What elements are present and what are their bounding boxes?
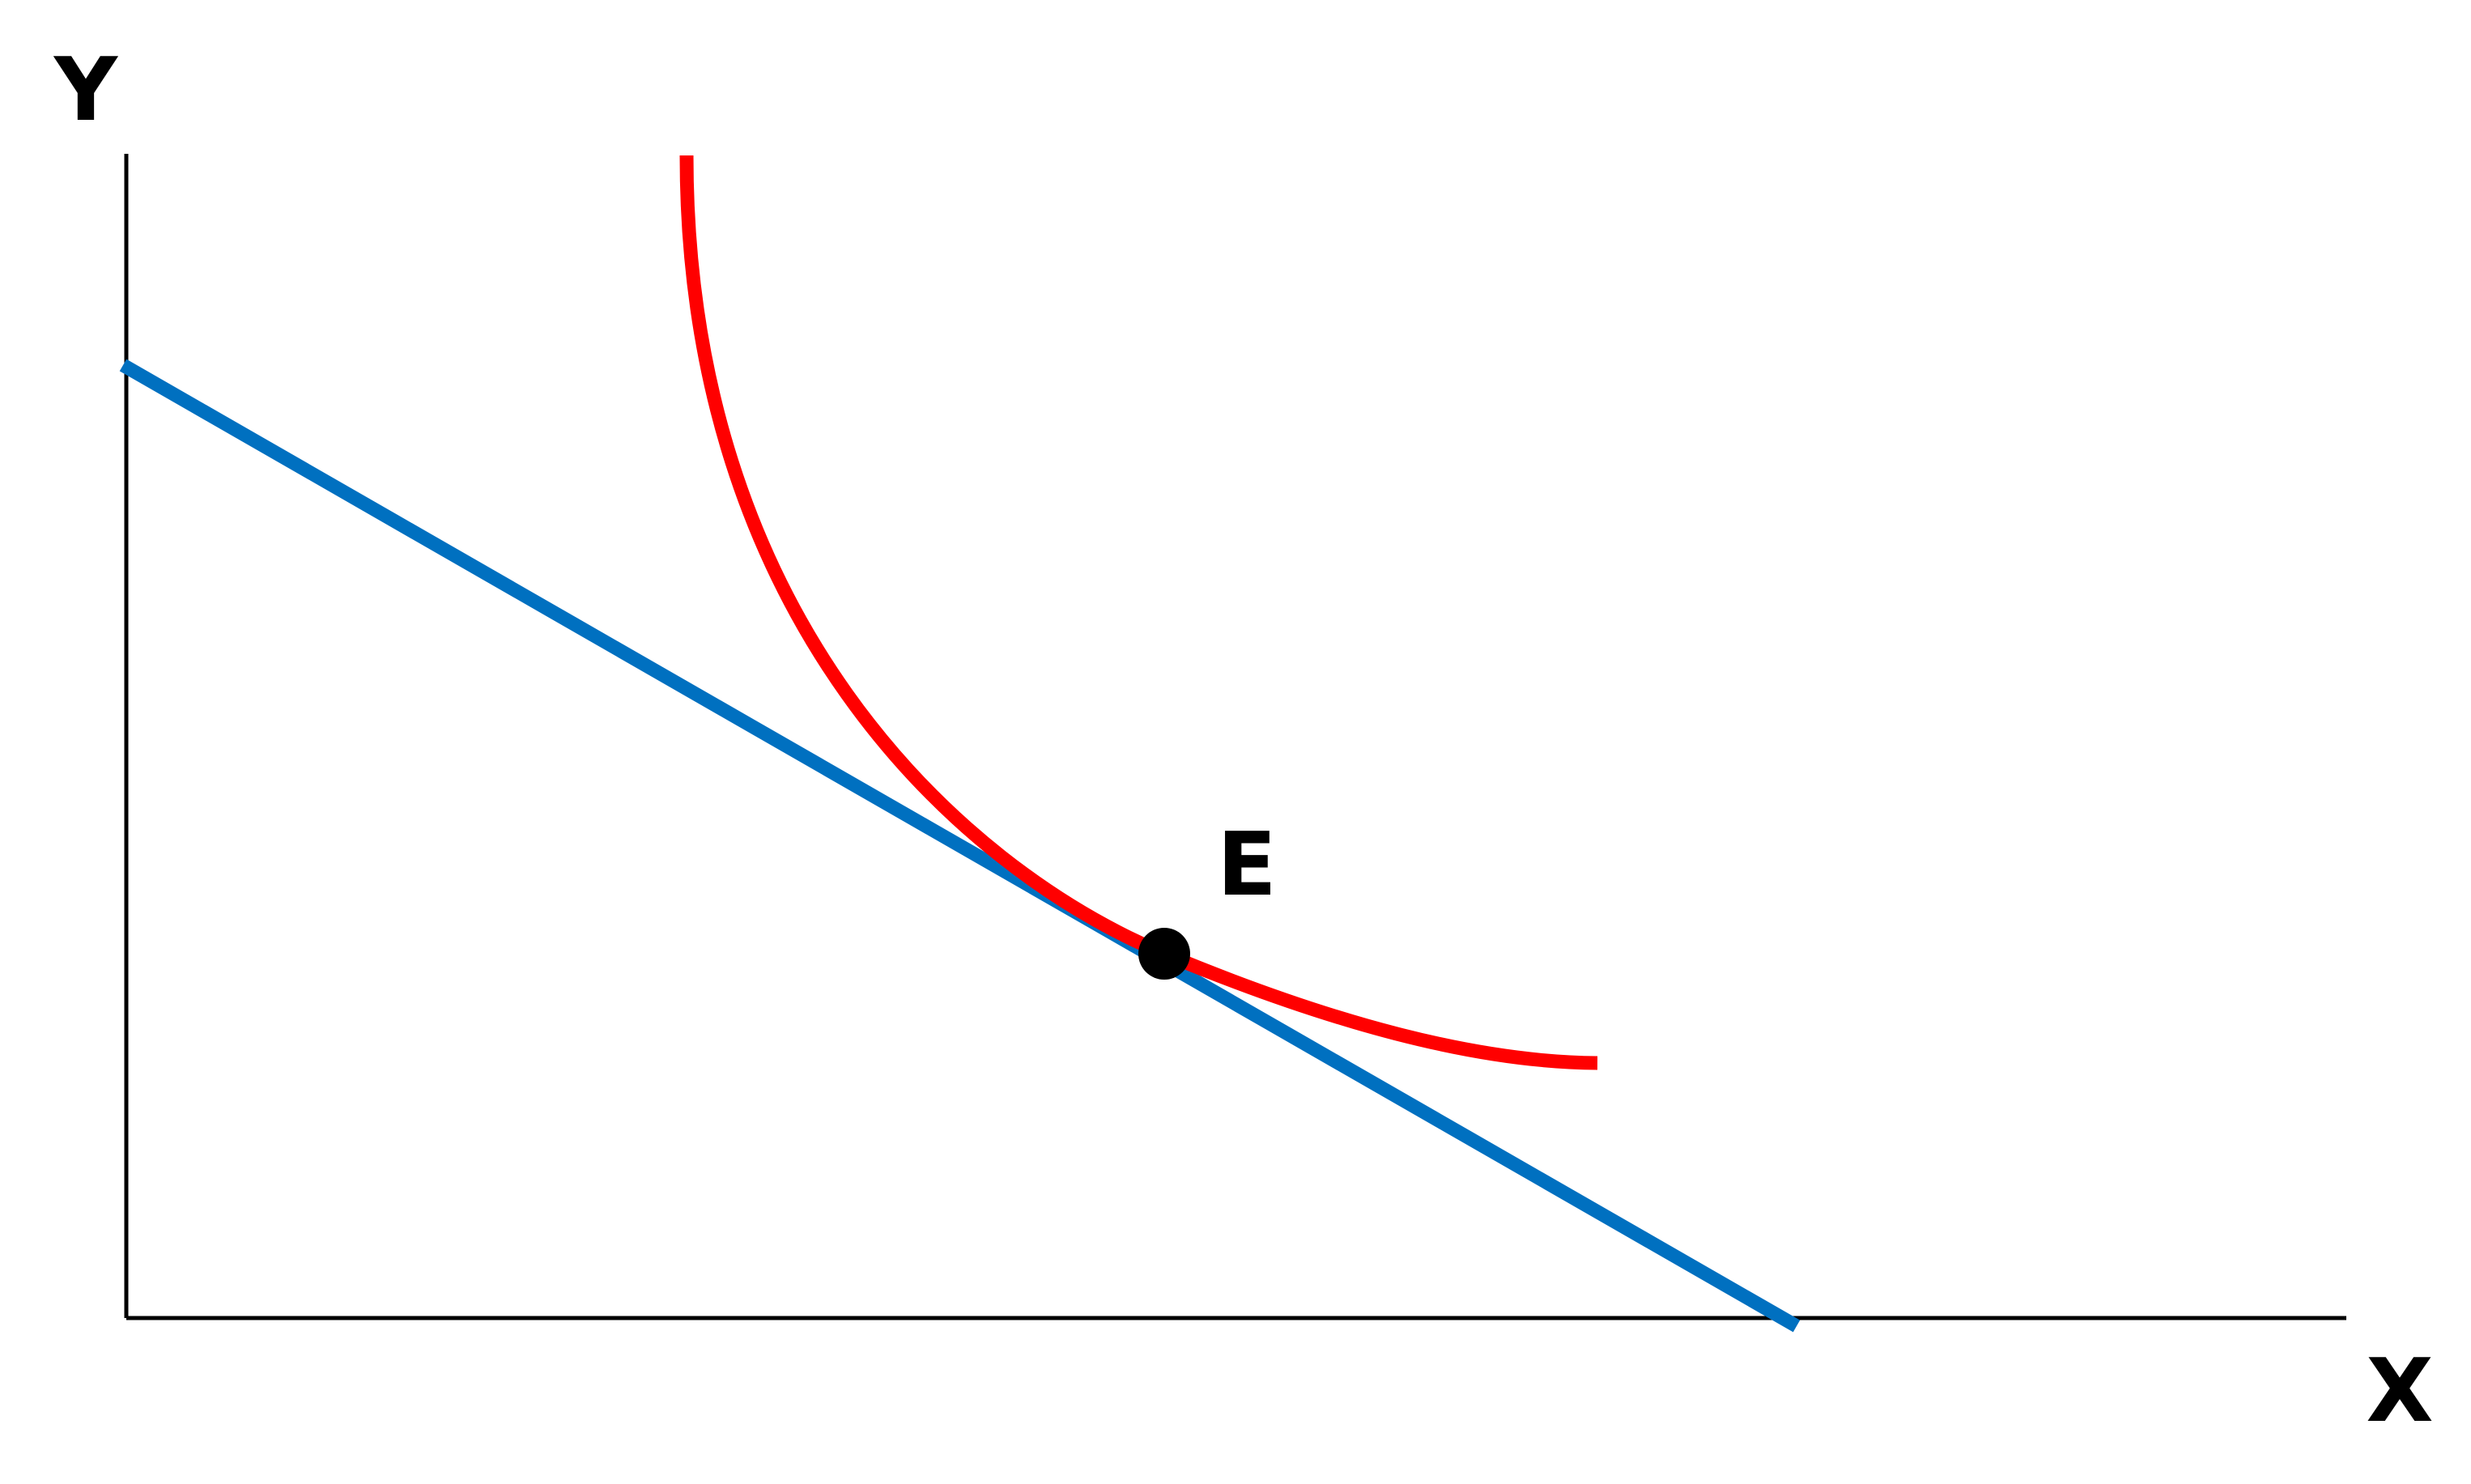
budget-line (119, 359, 1801, 1333)
equilibrium-point (1138, 928, 1190, 980)
y-axis-label: Y (53, 40, 119, 141)
indifference-curve (679, 155, 1598, 1070)
equilibrium-point-label: E (1217, 814, 1277, 916)
x-axis-label: X (2366, 1341, 2433, 1442)
